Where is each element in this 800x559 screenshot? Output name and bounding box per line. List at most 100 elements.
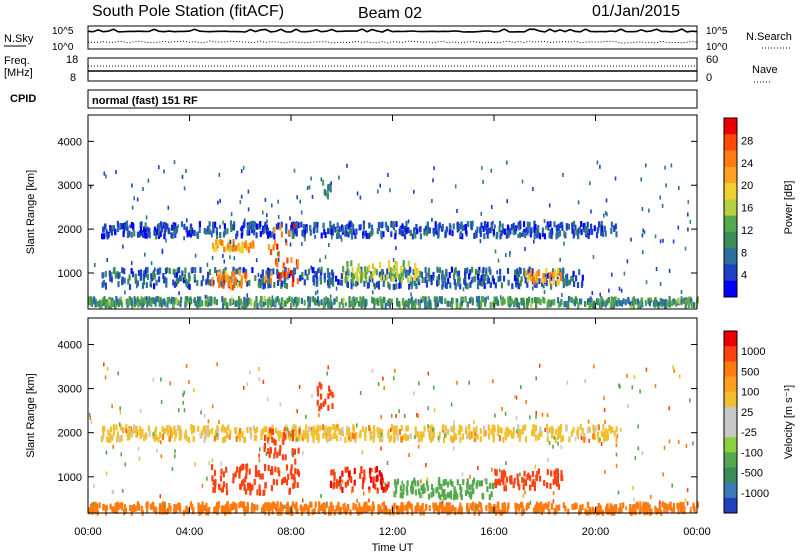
data-cell [446, 504, 449, 511]
data-cell [395, 268, 398, 275]
data-cell [401, 223, 404, 230]
data-cell [124, 462, 127, 467]
data-cell [128, 299, 131, 306]
data-cell [434, 221, 437, 228]
data-cell [327, 365, 329, 370]
data-cell [441, 490, 444, 497]
x-tick-label: 00:00 [683, 526, 711, 538]
data-cell [258, 367, 260, 371]
data-cell [330, 501, 333, 508]
data-cell [546, 504, 549, 511]
data-cell [440, 297, 443, 304]
data-cell [313, 221, 316, 228]
data-cell [124, 507, 127, 514]
data-cell [487, 424, 490, 431]
data-cell [122, 231, 125, 238]
data-cell [687, 199, 690, 204]
data-cell [292, 223, 296, 230]
data-cell [185, 435, 188, 442]
data-cell [550, 503, 553, 510]
data-cell [632, 302, 635, 309]
data-cell [322, 179, 325, 186]
colorbar-swatch [724, 183, 737, 200]
data-cell [502, 296, 505, 303]
data-cell [208, 506, 211, 513]
data-cell [214, 267, 217, 274]
data-cell [485, 228, 488, 235]
data-cell [441, 273, 444, 280]
data-cell [126, 232, 129, 238]
data-cell [293, 503, 296, 510]
data-cell [161, 501, 164, 508]
colorbar-swatch [724, 280, 737, 298]
data-cell [267, 437, 270, 444]
data-cell [329, 277, 332, 284]
y-tick-label: 2000 [58, 224, 82, 236]
data-cell [347, 231, 350, 238]
data-cell [239, 227, 242, 232]
data-cell [181, 270, 184, 277]
data-cell [111, 300, 114, 307]
data-cell [443, 430, 446, 435]
data-cell [263, 227, 266, 234]
data-cell [160, 226, 163, 233]
colorbar-tick-label: -25 [741, 427, 757, 439]
data-cell [129, 430, 132, 437]
data-cell [491, 483, 494, 490]
data-cell [105, 450, 108, 455]
data-cell [300, 297, 303, 304]
data-cell [600, 302, 603, 309]
data-cell [332, 393, 335, 398]
data-cell [232, 477, 235, 484]
data-cell [453, 435, 456, 442]
data-cell [569, 280, 572, 285]
data-cell [316, 399, 319, 406]
data-cell [398, 429, 401, 435]
data-cell [504, 485, 507, 492]
data-cell [233, 503, 236, 510]
data-cell [349, 436, 352, 442]
data-cell [335, 479, 339, 486]
data-cell [249, 433, 253, 440]
data-cell [135, 278, 138, 284]
data-cell [311, 194, 314, 199]
data-cell [283, 435, 286, 441]
data-cell [506, 199, 508, 204]
data-cell [540, 501, 543, 508]
data-cell [133, 230, 136, 237]
data-cell [290, 270, 293, 276]
data-cell [192, 435, 195, 442]
data-cell [340, 279, 343, 286]
data-cell [602, 424, 605, 431]
data-cell [112, 444, 114, 449]
data-cell [555, 233, 558, 240]
data-cell [489, 504, 492, 511]
data-cell [390, 275, 393, 282]
data-cell [557, 483, 560, 490]
data-cell [389, 271, 392, 278]
data-cell [482, 279, 486, 286]
data-cell [438, 492, 441, 499]
data-cell [238, 472, 241, 479]
data-cell [485, 478, 488, 485]
data-cell [584, 229, 587, 236]
data-cell [321, 424, 325, 431]
data-cell [543, 503, 546, 510]
data-cell [561, 435, 565, 442]
data-cell [520, 385, 522, 390]
data-cell [641, 301, 644, 308]
data-cell [271, 508, 274, 515]
noise-left-top: 10^5 [52, 26, 74, 37]
data-cell [284, 300, 287, 307]
data-cell [432, 431, 436, 438]
data-cell [312, 296, 315, 303]
data-cell [556, 468, 559, 475]
data-cell [207, 271, 210, 278]
data-cell [163, 298, 166, 305]
data-cell [331, 275, 334, 282]
data-cell [106, 233, 109, 240]
data-cell [335, 424, 338, 431]
data-cell [223, 279, 226, 286]
data-cell [573, 503, 577, 510]
data-cell [356, 267, 359, 274]
